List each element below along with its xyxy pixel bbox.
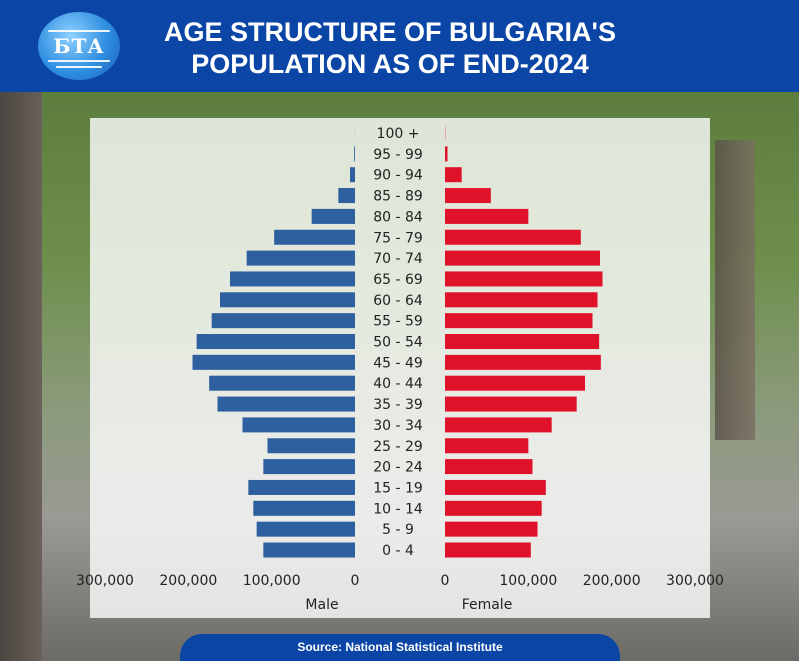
x-tick-right: 0 [441,573,450,589]
x-tick-right: 100,000 [499,573,557,589]
bar-female-0-4 [445,542,531,558]
x-tick-left: 0 [351,573,360,589]
bar-male-55-59 [211,313,355,329]
bar-male-30-34 [242,417,355,433]
bar-male-0-4 [263,542,355,558]
age-group-label: 40 - 44 [373,376,423,392]
age-group-label: 85 - 89 [373,189,423,205]
age-group-label: 0 - 4 [382,543,414,559]
age-group-label: 95 - 99 [373,147,423,163]
bar-female-75-79 [445,229,581,245]
bar-female-70-74 [445,250,600,266]
bar-male-85-89 [338,188,355,204]
logo-wave-icon [48,30,110,32]
bar-female-40-44 [445,375,585,391]
bar-male-60-64 [220,292,355,308]
logo-wave-icon [48,60,110,62]
bar-female-55-59 [445,313,593,329]
title-line-1: AGE STRUCTURE OF BULGARIA'S [164,17,616,47]
bar-male-80-84 [311,208,355,224]
age-group-label: 15 - 19 [373,480,423,496]
bar-male-45-49 [192,354,355,370]
bar-male-10-14 [253,500,355,516]
tree-trunk-left [0,92,42,661]
x-tick-left: 300,000 [76,573,134,589]
source-text: Source: National Statistical Institute [297,640,503,654]
bar-male-40-44 [209,375,355,391]
age-group-label: 20 - 24 [373,460,423,476]
age-group-label: 90 - 94 [373,168,423,184]
bar-female-25-29 [445,438,529,454]
age-group-label: 100 + [377,126,420,142]
bar-female-85-89 [445,188,491,204]
bar-female-90-94 [445,167,462,183]
page-title: AGE STRUCTURE OF BULGARIA'S POPULATION A… [130,16,650,80]
age-group-label: 55 - 59 [373,314,423,330]
x-label-female: Female [462,597,513,613]
logo-wave-icon [56,66,102,68]
bar-male-15-19 [248,479,355,495]
bar-female-30-34 [445,417,552,433]
age-group-label: 65 - 69 [373,272,423,288]
age-group-label: 30 - 34 [373,418,423,434]
bar-female-20-24 [445,459,533,475]
title-line-2: POPULATION AS OF END-2024 [191,49,589,79]
bar-female-45-49 [445,354,601,370]
bar-male-35-39 [217,396,355,412]
bar-female-60-64 [445,292,598,308]
age-group-label: 60 - 64 [373,293,423,309]
bar-female-95-99 [445,146,448,162]
age-group-label: 35 - 39 [373,397,423,413]
bar-female-35-39 [445,396,577,412]
header-banner: БТА AGE STRUCTURE OF BULGARIA'S POPULATI… [0,0,799,92]
x-tick-right: 300,000 [666,573,724,589]
bar-female-15-19 [445,479,546,495]
bar-female-80-84 [445,208,529,224]
bar-male-90-94 [350,167,355,183]
x-tick-left: 200,000 [159,573,217,589]
x-tick-right: 200,000 [583,573,641,589]
bar-female-50-54 [445,334,600,349]
bar-male-70-74 [246,250,355,266]
age-group-label: 50 - 54 [373,335,423,351]
age-group-label: 10 - 14 [373,501,423,517]
tree-trunk-right [715,140,755,440]
bar-female-5-9 [445,521,538,537]
bar-female-10-14 [445,500,542,516]
bta-logo: БТА [38,12,120,80]
bar-male-65-69 [230,271,355,287]
age-group-label: 75 - 79 [373,230,423,246]
x-tick-left: 100,000 [243,573,301,589]
logo-text: БТА [53,34,105,58]
bar-male-75-79 [274,229,355,245]
bar-female-65-69 [445,271,603,287]
bar-male-20-24 [263,459,355,475]
age-group-label: 25 - 29 [373,439,423,455]
bar-male-25-29 [267,438,355,454]
bar-male-95-99 [354,146,355,162]
source-footer: Source: National Statistical Institute [180,634,620,661]
bar-male-50-54 [196,334,355,349]
x-label-male: Male [305,597,338,613]
age-group-label: 5 - 9 [382,522,414,538]
age-group-label: 45 - 49 [373,355,423,371]
age-group-label: 70 - 74 [373,251,423,267]
age-group-label: 80 - 84 [373,209,423,225]
bar-male-5-9 [256,521,355,537]
